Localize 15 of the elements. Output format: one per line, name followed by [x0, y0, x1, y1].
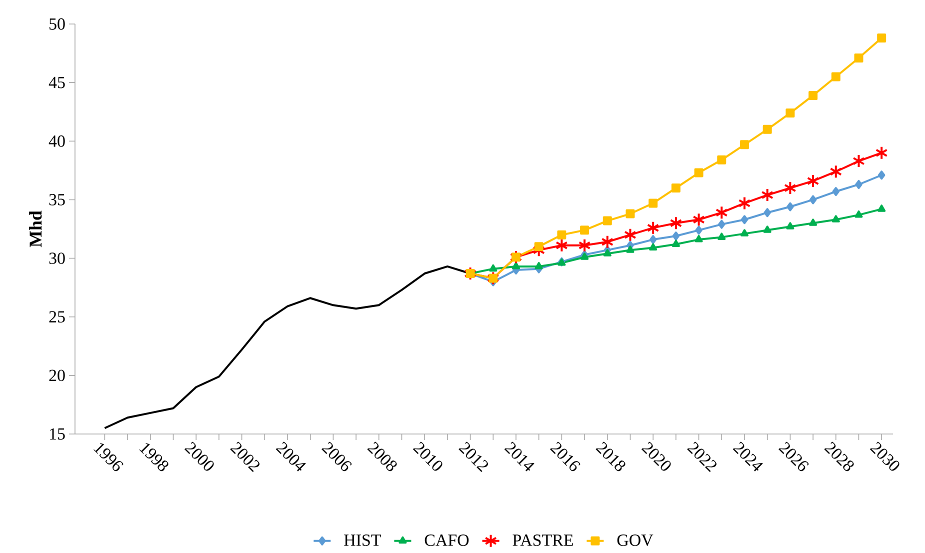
- legend-label: PASTRE: [512, 534, 573, 546]
- y-tick-label: 30: [49, 252, 65, 264]
- y-tick-label: 15: [50, 428, 65, 440]
- x-tick-label: 1996: [94, 443, 124, 472]
- y-tick-label: 40: [48, 135, 65, 147]
- y-axis-title: Mhd: [29, 210, 42, 248]
- y-tick-label: 45: [48, 76, 65, 88]
- y-tick-label: 25: [49, 311, 65, 323]
- y-tick-label: 20: [49, 370, 65, 382]
- x-tick-label: 1998: [139, 443, 168, 472]
- legend-label: CAFO: [424, 534, 469, 546]
- y-tick-label: 35: [49, 194, 65, 206]
- y-tick-label: 50: [50, 18, 65, 30]
- legend-label: HIST: [344, 534, 381, 546]
- legend-label: GOV: [617, 534, 654, 546]
